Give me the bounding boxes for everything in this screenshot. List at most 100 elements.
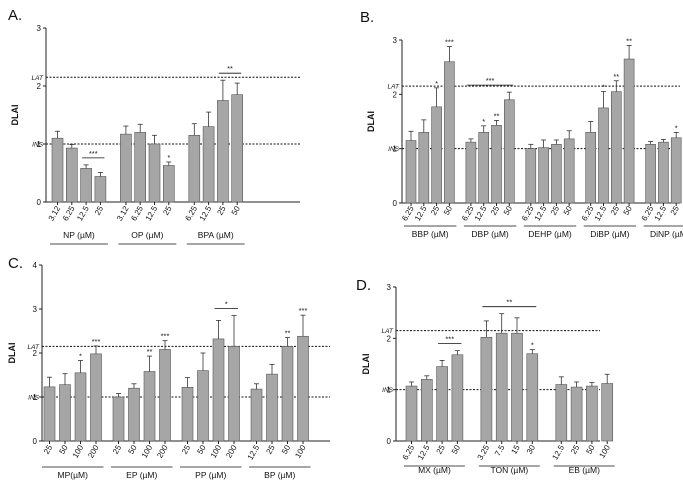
reference-label-lat: LAT xyxy=(32,75,44,82)
bar xyxy=(525,148,537,204)
x-tick-label: 25 xyxy=(429,204,442,217)
x-tick-label: 6.25 xyxy=(401,443,417,461)
x-tick-label: 200 xyxy=(155,443,170,460)
bar xyxy=(585,132,597,204)
bar xyxy=(480,337,493,442)
y-tick-label: 1 xyxy=(393,145,398,154)
bar xyxy=(188,135,201,203)
group-label: DiBP (µM) xyxy=(590,229,629,239)
x-tick-label: 25 xyxy=(42,443,55,456)
x-tick-label: 3.12 xyxy=(47,204,63,222)
significance-label: * xyxy=(435,79,438,88)
group-label: DEHP (µM) xyxy=(528,229,572,239)
bar xyxy=(538,147,549,204)
bar xyxy=(526,353,539,442)
reference-label-lat: LAT xyxy=(28,344,40,351)
bar xyxy=(431,106,442,204)
y-tick-label: 1 xyxy=(33,393,38,402)
x-tick-label: 12.5 xyxy=(550,443,566,461)
x-tick-label: 50 xyxy=(280,443,293,456)
x-tick-label: 12.5 xyxy=(473,204,489,222)
bar xyxy=(297,335,309,442)
bar xyxy=(601,383,614,442)
group-label: MX (µM) xyxy=(418,465,451,475)
significance-label: * xyxy=(167,153,170,162)
bar xyxy=(94,176,107,203)
bar xyxy=(623,58,635,204)
x-tick-label: 50 xyxy=(126,443,139,456)
y-tick-label: 0 xyxy=(37,198,42,207)
bar xyxy=(202,126,215,203)
y-axis-label: DLAI xyxy=(10,105,20,126)
x-tick-label: 12.5 xyxy=(593,204,609,222)
bar xyxy=(212,338,225,442)
x-tick-label: 25 xyxy=(93,204,106,217)
bar xyxy=(163,165,175,203)
y-axis-label: DLAI xyxy=(7,343,17,364)
x-tick-label: 3.12 xyxy=(115,204,131,222)
bar xyxy=(645,144,656,204)
significance-label: *** xyxy=(92,337,101,346)
y-tick-label: 0 xyxy=(33,437,38,446)
x-tick-label: 50 xyxy=(584,443,597,456)
x-tick-label: 100 xyxy=(209,443,224,460)
y-tick-label: 3 xyxy=(33,305,38,314)
bar xyxy=(491,125,502,204)
y-tick-label: 0 xyxy=(387,437,392,446)
x-tick-label: 3.25 xyxy=(476,443,492,461)
bar xyxy=(59,384,71,442)
significance-label: *** xyxy=(299,306,308,315)
bar xyxy=(80,168,92,203)
y-tick-label: 3 xyxy=(37,24,42,33)
significance-label: *** xyxy=(445,38,454,47)
reference-label-lat: LAT xyxy=(382,328,394,335)
group-label: BP (µM) xyxy=(264,470,295,480)
bar xyxy=(555,384,568,442)
bar xyxy=(598,107,609,204)
x-tick-label: 25 xyxy=(669,204,682,217)
group-label: DiNP (µM) xyxy=(650,229,683,239)
x-tick-label: 50 xyxy=(450,443,463,456)
bar xyxy=(570,386,583,442)
y-tick-label: 3 xyxy=(387,283,392,292)
bracket-label: ** xyxy=(506,298,512,307)
bar xyxy=(586,385,598,442)
x-tick-label: 6.25 xyxy=(460,204,476,222)
x-tick-label: 12.5 xyxy=(413,204,429,222)
panel-letter: B. xyxy=(360,9,374,26)
bar xyxy=(503,99,515,204)
x-tick-label: 50 xyxy=(562,204,575,217)
bar xyxy=(217,100,229,203)
x-tick-label: 25 xyxy=(161,204,174,217)
x-tick-label: 12.5 xyxy=(198,204,214,222)
y-axis-label: DLAI xyxy=(361,354,371,375)
panel-letter: A. xyxy=(8,7,22,24)
significance-label: * xyxy=(602,83,605,92)
bar xyxy=(128,387,140,442)
x-tick-label: 50 xyxy=(681,204,683,217)
x-tick-label: 6.25 xyxy=(183,204,199,222)
bar xyxy=(112,396,125,442)
bar xyxy=(43,386,56,442)
group-label: PP (µM) xyxy=(195,470,226,480)
significance-label: * xyxy=(482,117,485,126)
bar xyxy=(66,147,78,203)
x-tick-label: 50 xyxy=(502,204,515,217)
x-tick-label: 100 xyxy=(293,443,308,460)
reference-label-lat: LAT xyxy=(388,84,400,91)
significance-label: * xyxy=(675,123,678,132)
bar xyxy=(197,370,209,442)
bar xyxy=(658,141,669,204)
x-tick-label: 12.5 xyxy=(144,204,160,222)
x-tick-label: 6.25 xyxy=(129,204,145,222)
x-tick-label: 6.25 xyxy=(61,204,77,222)
bar xyxy=(228,346,240,442)
x-tick-label: 12.5 xyxy=(533,204,549,222)
y-tick-label: 2 xyxy=(387,334,392,343)
group-label: NP (µM) xyxy=(63,230,95,240)
y-tick-label: 2 xyxy=(37,82,42,91)
bar xyxy=(478,132,490,204)
